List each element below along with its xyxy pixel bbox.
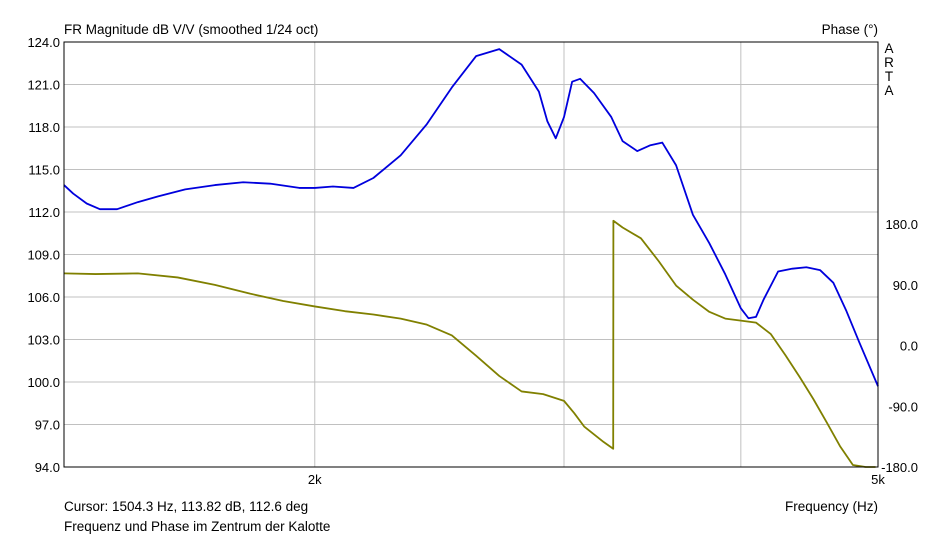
y-tick-label: 124.0 [27, 35, 60, 50]
x-axis-ticks: 2k 5k [308, 472, 885, 487]
y-tick-label: 103.0 [27, 333, 60, 348]
y2-axis-title: Phase (°) [821, 22, 878, 37]
arta-letter: A [884, 41, 894, 56]
y-tick-label: 106.0 [27, 290, 60, 305]
cursor-readout: Cursor: 1504.3 Hz, 113.82 dB, 112.6 deg [64, 499, 309, 514]
y-tick-label: 112.0 [28, 205, 60, 220]
y-tick-label: 100.0 [27, 375, 60, 390]
y-tick-label: 121.0 [27, 78, 60, 93]
y2-tick-label: 180.0 [885, 217, 918, 232]
arta-letter: T [884, 69, 894, 84]
y-tick-label: 97.0 [35, 418, 60, 433]
y-tick-label: 115.0 [28, 163, 60, 178]
phase-series-line [63, 219, 876, 468]
x-tick-label: 5k [871, 472, 885, 487]
y-tick-label: 109.0 [27, 248, 60, 263]
plot-frame [63, 41, 879, 468]
y2-tick-label: -90.0 [888, 399, 918, 414]
y2-axis-ticks: 180.0 90.0 0.0 -90.0 -180.0 [881, 217, 918, 475]
chart-title: FR Magnitude dB V/V (smoothed 1/24 oct) [64, 22, 319, 37]
x-tick-label: 2k [308, 472, 322, 487]
y2-tick-label: 90.0 [893, 278, 918, 293]
x-axis-label: Frequency (Hz) [784, 499, 878, 514]
y-axis-ticks: 124.0 121.0 118.0 115.0 112.0 109.0 106.0 103.0… [27, 35, 60, 475]
y2-tick-label: -180.0 [881, 460, 918, 475]
footer-caption: Frequenz und Phase im Zentrum der Kalott… [64, 519, 331, 534]
y2-tick-label: 0.0 [900, 339, 918, 354]
y-tick-label: 94.0 [35, 460, 60, 475]
arta-letter: R [884, 55, 894, 70]
arta-letter: A [884, 83, 894, 98]
magnitude-series-line [63, 48, 879, 387]
series-layer [63, 48, 879, 468]
y-tick-label: 118.0 [28, 120, 60, 135]
